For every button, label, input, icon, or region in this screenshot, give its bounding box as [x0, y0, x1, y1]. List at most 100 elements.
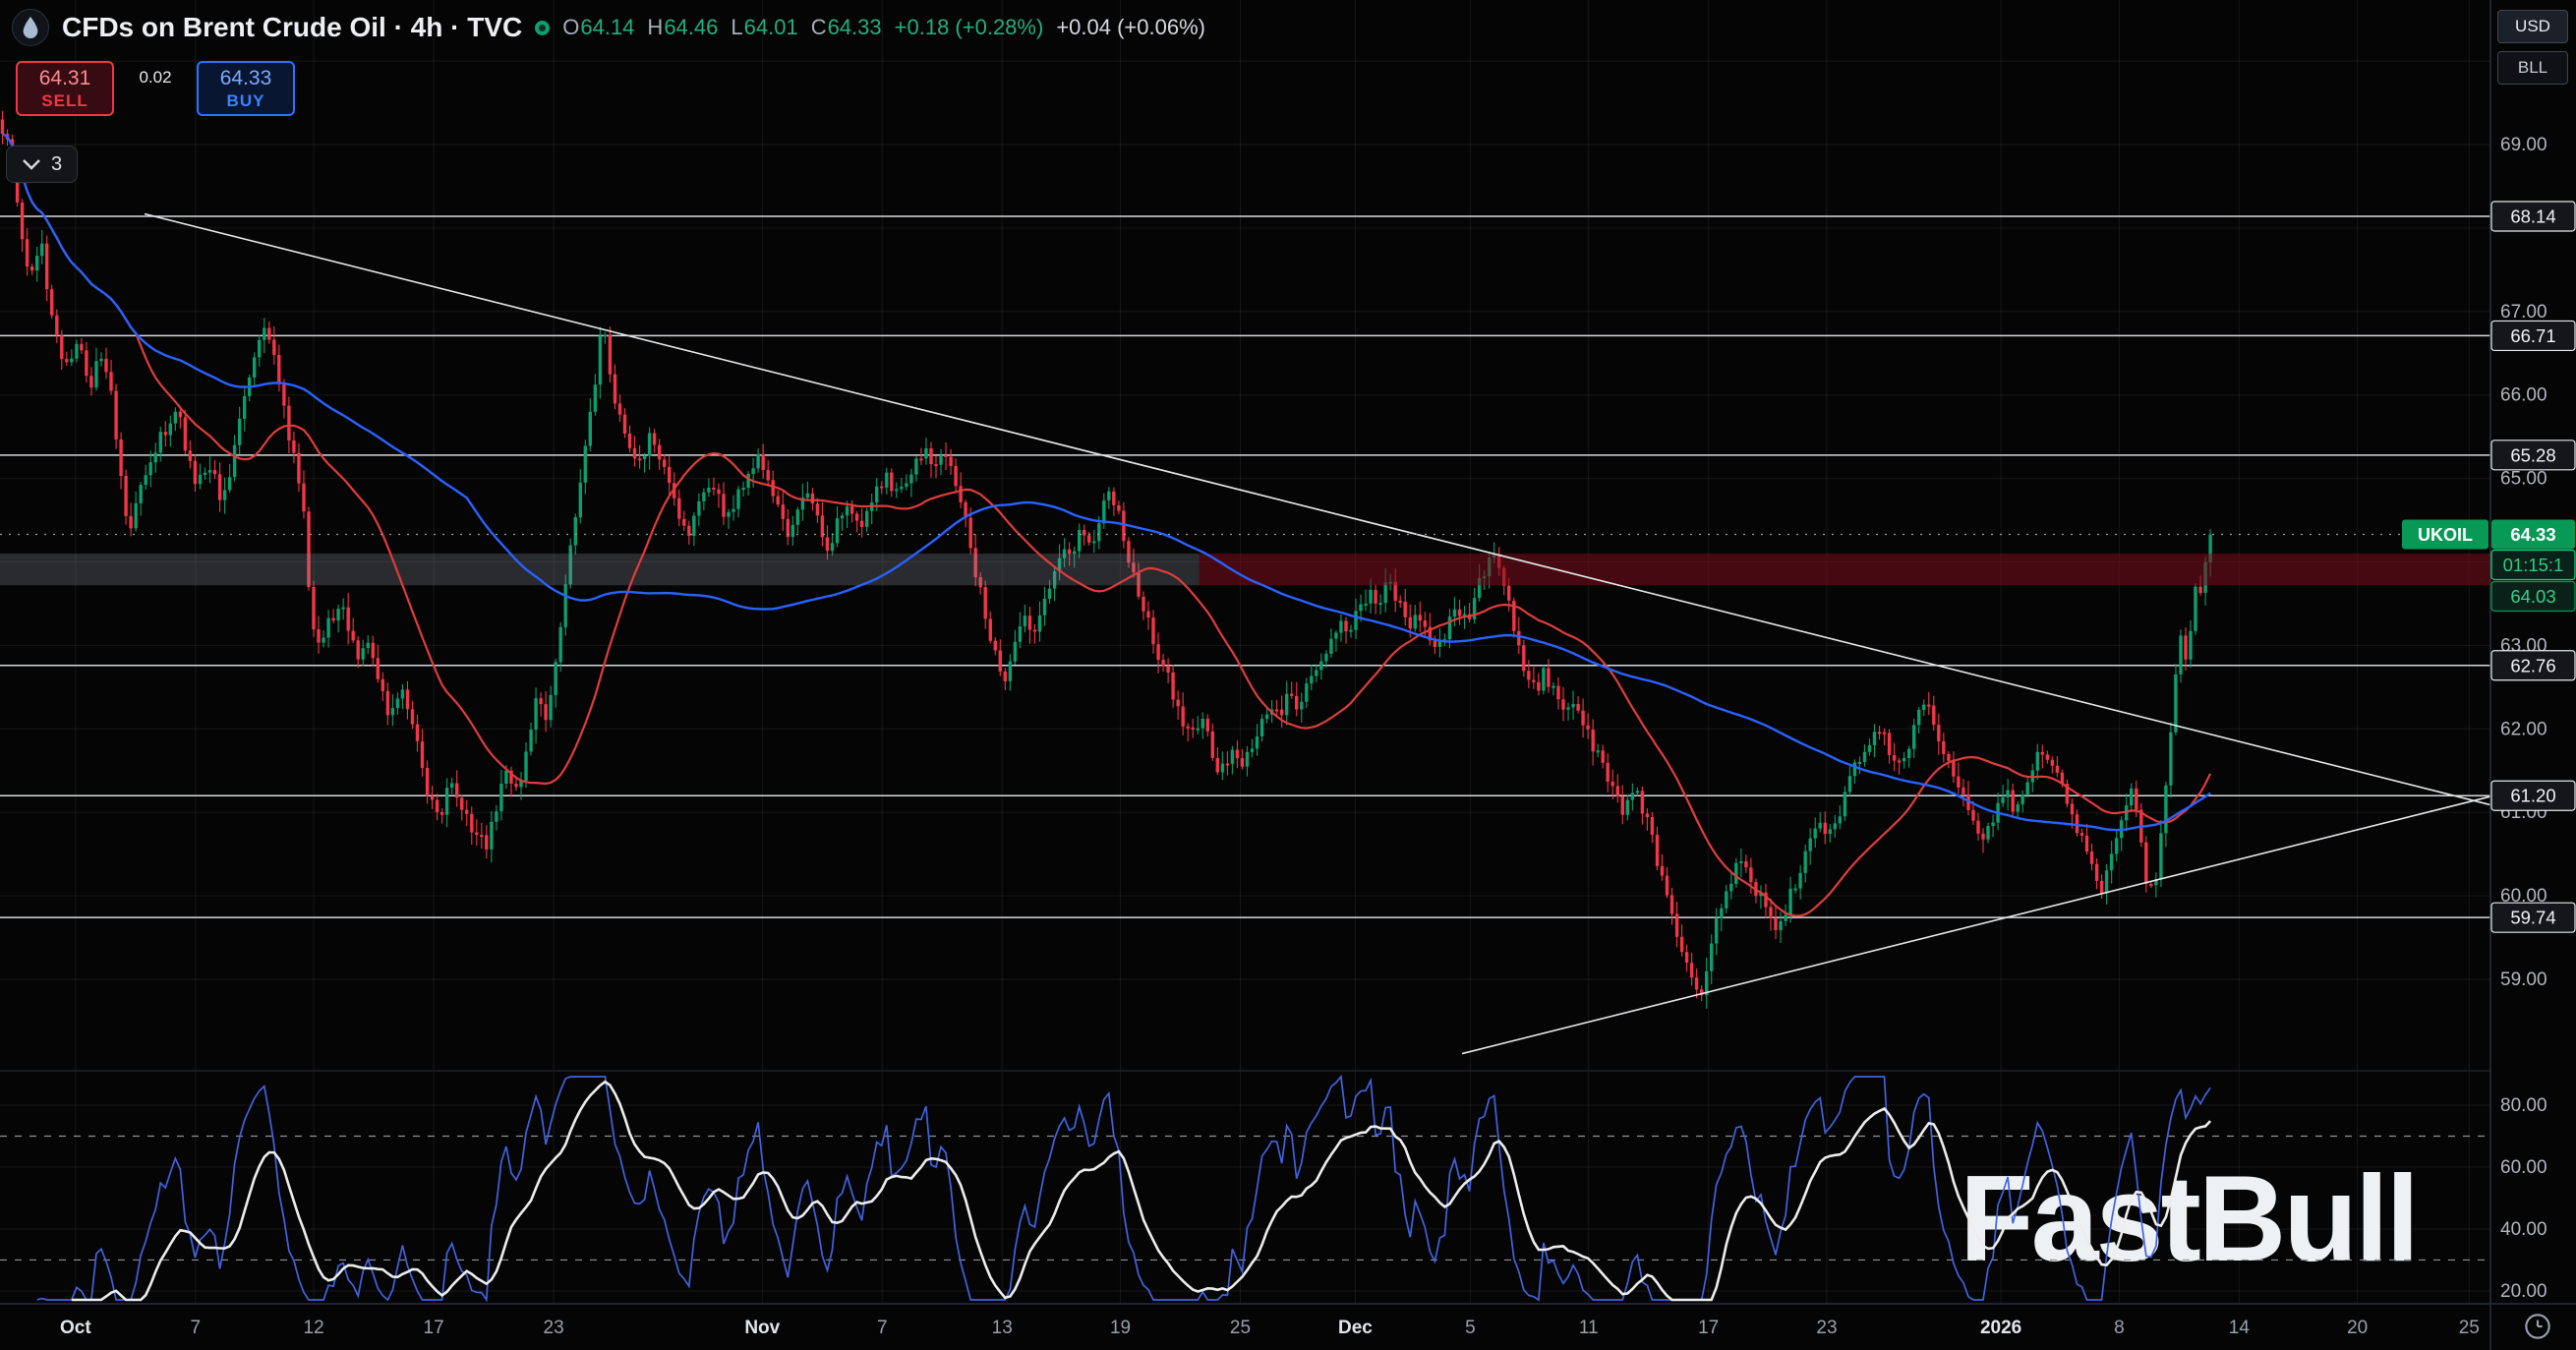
current-price-badge: 64.33 — [2491, 519, 2575, 550]
svg-text:23: 23 — [544, 1318, 564, 1338]
symbol-title[interactable]: CFDs on Brent Crude Oil · 4h · TVC — [62, 12, 523, 42]
svg-text:66.71: 66.71 — [2510, 325, 2555, 346]
sell-label: SELL — [41, 90, 88, 110]
svg-text:12: 12 — [304, 1318, 324, 1338]
live-status-icon — [535, 20, 551, 35]
svg-text:01:15:1: 01:15:1 — [2503, 555, 2564, 575]
grid-layer — [0, 0, 2490, 1304]
svg-text:11: 11 — [1579, 1318, 1599, 1338]
svg-text:13: 13 — [992, 1318, 1013, 1338]
indicators-toggle[interactable]: 3 — [6, 146, 79, 183]
sell-price: 64.31 — [38, 66, 91, 89]
secondary-price-badge: 64.03 — [2490, 580, 2576, 613]
svg-text:62.76: 62.76 — [2510, 655, 2555, 675]
watermark: FastBull — [1960, 1151, 2417, 1287]
level-badge: 66.71 — [2490, 320, 2576, 352]
svg-text:60.00: 60.00 — [2500, 886, 2547, 907]
svg-text:40.00: 40.00 — [2500, 1219, 2547, 1240]
svg-text:19: 19 — [1110, 1318, 1131, 1338]
close-readout: C 64.33 — [811, 15, 882, 40]
clock-icon[interactable] — [2523, 1312, 2552, 1341]
trade-widget: 64.31 SELL 0.02 64.33 BUY — [16, 61, 295, 116]
svg-text:25: 25 — [2459, 1318, 2480, 1338]
currency-toggle-usd[interactable]: USD — [2497, 10, 2568, 43]
ohlc-label: L — [731, 15, 743, 39]
svg-text:Oct: Oct — [60, 1318, 91, 1338]
moving-average-95 — [1, 133, 2211, 832]
high-readout: H 64.46 — [647, 15, 718, 40]
price-axis[interactable]: 69.0067.0066.0065.0063.0062.0061.0060.00… — [2490, 135, 2576, 1302]
svg-text:59.74: 59.74 — [2510, 908, 2555, 928]
svg-text:7: 7 — [877, 1318, 888, 1338]
svg-text:Nov: Nov — [744, 1318, 780, 1338]
level-lines-layer — [0, 215, 2490, 918]
level-badge: 65.28 — [2490, 440, 2576, 471]
ohlc-value: 64.33 — [827, 15, 882, 39]
svg-text:62.00: 62.00 — [2500, 719, 2547, 739]
svg-text:UKOIL: UKOIL — [2418, 525, 2473, 545]
oscillator-bands-layer — [0, 1135, 2490, 1262]
buy-price: 64.33 — [219, 66, 272, 89]
svg-text:20.00: 20.00 — [2500, 1281, 2547, 1302]
zones-layer — [0, 554, 2490, 586]
svg-text:2026: 2026 — [1980, 1318, 2021, 1338]
svg-text:64.03: 64.03 — [2510, 586, 2555, 607]
sell-button[interactable]: 64.31 SELL — [16, 61, 114, 116]
svg-text:64.33: 64.33 — [2510, 524, 2555, 545]
unit-toggle-bll[interactable]: BLL — [2497, 51, 2568, 85]
ohlc-label: O — [562, 15, 580, 39]
spread-value: 0.02 — [139, 68, 172, 87]
svg-text:68.14: 68.14 — [2510, 206, 2555, 227]
zone-red — [1199, 554, 2490, 586]
svg-text:67.00: 67.00 — [2500, 302, 2547, 323]
oscillator-smooth-line — [71, 1080, 2212, 1302]
level-badge: 61.20 — [2490, 780, 2576, 811]
ohlc-label: C — [810, 15, 827, 39]
ohlc-readout: O 64.14 H 64.46 L 64.01 C 64.33 +0.18 (+0.28… — [562, 15, 1205, 40]
change-value: +0.18 (+0.28%) — [894, 15, 1044, 39]
svg-text:65.28: 65.28 — [2510, 444, 2555, 465]
low-readout: L 64.01 — [731, 15, 797, 40]
svg-text:25: 25 — [1230, 1318, 1251, 1338]
svg-text:17: 17 — [1698, 1318, 1719, 1338]
oscillator-fast-line — [36, 1074, 2211, 1303]
svg-text:65.00: 65.00 — [2500, 469, 2547, 490]
svg-text:Dec: Dec — [1338, 1318, 1373, 1338]
level-badge: 62.76 — [2490, 650, 2576, 681]
time-axis[interactable]: Oct 7 12 17 23 Nov 7 13 19 25 Dec 5 11 17 23 2026 8 14 20 2… — [60, 1318, 2480, 1338]
chevron-down-icon — [23, 159, 40, 170]
svg-text:60.00: 60.00 — [2500, 1157, 2547, 1178]
svg-text:7: 7 — [191, 1318, 202, 1338]
svg-text:23: 23 — [1816, 1318, 1837, 1338]
level-badge: 68.14 — [2490, 201, 2576, 232]
symbol-logo-icon — [12, 9, 49, 46]
zone-gray — [0, 554, 1200, 586]
buy-label: BUY — [226, 90, 265, 110]
svg-text:8: 8 — [2114, 1318, 2125, 1338]
moving-average-28 — [1, 133, 2212, 917]
countdown-badge: 01:15:1 — [2490, 549, 2576, 581]
symbol-price-tag: UKOIL — [2402, 519, 2488, 550]
svg-text:66.00: 66.00 — [2500, 385, 2547, 406]
open-readout: O 64.14 — [562, 15, 634, 40]
svg-text:80.00: 80.00 — [2500, 1095, 2547, 1116]
svg-text:61.20: 61.20 — [2510, 786, 2555, 806]
ohlc-value: 64.14 — [580, 15, 635, 39]
change-ext-value: +0.04 (+0.06%) — [1056, 15, 1205, 39]
svg-text:17: 17 — [424, 1318, 444, 1338]
indicators-count: 3 — [51, 152, 63, 175]
level-badge: 59.74 — [2490, 902, 2576, 933]
title-bar: CFDs on Brent Crude Oil · 4h · TVC O 64.1… — [12, 6, 1205, 49]
candles-layer — [0, 110, 2212, 1009]
ohlc-value: 64.01 — [743, 15, 798, 39]
ohlc-value: 64.46 — [664, 15, 719, 39]
svg-text:59.00: 59.00 — [2500, 969, 2547, 990]
svg-text:5: 5 — [1465, 1318, 1476, 1338]
ohlc-label: H — [647, 15, 664, 39]
svg-text:20: 20 — [2347, 1318, 2368, 1338]
trendlines-layer — [144, 212, 2491, 1055]
buy-button[interactable]: 64.33 BUY — [197, 61, 295, 116]
